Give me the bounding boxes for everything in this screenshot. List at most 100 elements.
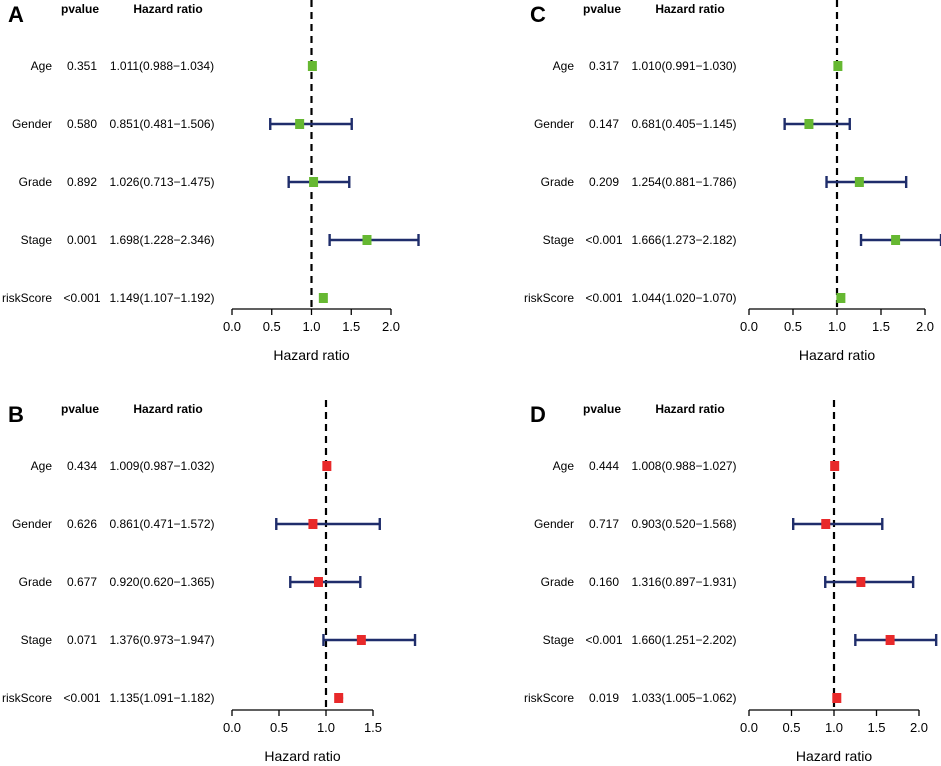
x-axis-title: Hazard ratio [273, 347, 349, 363]
x-tick-label: 1.5 [867, 720, 885, 735]
confidence-interval [859, 234, 941, 246]
row-hazard-ratio: 1.376(0.973−1.947) [109, 633, 214, 647]
row-pvalue: 0.351 [67, 59, 97, 73]
hazard-ratio-marker [885, 635, 895, 645]
hazard-ratio-marker [313, 577, 323, 587]
row-pvalue: <0.001 [585, 233, 622, 247]
x-tick-label: 1.5 [872, 319, 890, 334]
confidence-interval [783, 118, 851, 130]
row-pvalue: 0.717 [589, 517, 619, 531]
row-pvalue: 0.160 [589, 575, 619, 589]
row-label: Grade [541, 175, 575, 189]
pvalue-header: pvalue [61, 402, 99, 416]
confidence-interval [322, 634, 417, 646]
x-tick-label: 2.0 [382, 319, 400, 334]
row-pvalue: 0.444 [589, 459, 619, 473]
row-label: Stage [21, 233, 53, 247]
row-hazard-ratio: 1.010(0.991−1.030) [631, 59, 736, 73]
row-hazard-ratio: 1.044(1.020−1.070) [631, 291, 736, 305]
row-label: Stage [21, 633, 53, 647]
row-pvalue: <0.001 [63, 691, 100, 705]
row-hazard-ratio: 1.254(0.881−1.786) [631, 175, 736, 189]
row-pvalue: 0.147 [589, 117, 619, 131]
x-axis-title: Hazard ratio [264, 748, 340, 764]
x-axis-title: Hazard ratio [796, 748, 872, 764]
confidence-interval [287, 176, 351, 188]
row-label: riskScore [2, 691, 52, 705]
hazard-ratio-marker [821, 519, 831, 529]
hazard-ratio-header: Hazard ratio [133, 2, 202, 16]
hazard-ratio-marker [334, 693, 344, 703]
row-label: Age [31, 459, 53, 473]
panel-letter: C [530, 2, 546, 27]
hazard-ratio-marker [836, 293, 846, 303]
row-label: Age [553, 459, 575, 473]
row-label: riskScore [524, 691, 574, 705]
row-label: Grade [19, 175, 53, 189]
hazard-ratio-marker [833, 61, 843, 71]
confidence-interval [289, 576, 362, 588]
x-tick-label: 1.0 [317, 720, 335, 735]
x-tick-label: 2.0 [910, 720, 928, 735]
row-label: Grade [541, 575, 575, 589]
row-hazard-ratio: 1.666(1.273−2.182) [631, 233, 736, 247]
row-hazard-ratio: 0.861(0.471−1.572) [109, 517, 214, 531]
hazard-ratio-marker [804, 119, 814, 129]
panel-letter: A [8, 2, 24, 27]
row-hazard-ratio: 1.026(0.713−1.475) [109, 175, 214, 189]
row-pvalue: 0.892 [67, 175, 97, 189]
x-tick-label: 1.0 [302, 319, 320, 334]
confidence-interval [275, 518, 381, 530]
x-tick-label: 0.5 [263, 319, 281, 334]
row-label: Gender [534, 517, 574, 531]
confidence-interval [824, 576, 915, 588]
panel-letter: D [530, 402, 546, 427]
row-hazard-ratio: 0.920(0.620−1.365) [109, 575, 214, 589]
hazard-ratio-marker [308, 519, 318, 529]
row-pvalue: 0.626 [67, 517, 97, 531]
row-label: Age [553, 59, 575, 73]
confidence-interval [792, 518, 884, 530]
row-pvalue: <0.001 [585, 291, 622, 305]
row-pvalue: 0.071 [67, 633, 97, 647]
row-hazard-ratio: 0.681(0.405−1.145) [631, 117, 736, 131]
row-label: Grade [19, 575, 53, 589]
row-hazard-ratio: 1.149(1.107−1.192) [109, 291, 214, 305]
row-pvalue: 0.434 [67, 459, 97, 473]
x-tick-label: 0.5 [270, 720, 288, 735]
row-hazard-ratio: 0.903(0.520−1.568) [631, 517, 736, 531]
x-axis-title: Hazard ratio [799, 347, 875, 363]
row-pvalue: 0.677 [67, 575, 97, 589]
row-label: Stage [543, 233, 575, 247]
row-label: Gender [12, 517, 52, 531]
x-tick-label: 2.0 [916, 319, 934, 334]
x-tick-label: 0.0 [740, 720, 758, 735]
row-pvalue: 0.209 [589, 175, 619, 189]
row-pvalue: 0.317 [589, 59, 619, 73]
hazard-ratio-marker [362, 235, 372, 245]
hazard-ratio-marker [832, 693, 842, 703]
row-hazard-ratio: 1.008(0.988−1.027) [631, 459, 736, 473]
hazard-ratio-marker [854, 177, 864, 187]
hazard-ratio-header: Hazard ratio [655, 2, 724, 16]
hazard-ratio-marker [309, 177, 319, 187]
confidence-interval [269, 118, 353, 130]
pvalue-header: pvalue [583, 402, 621, 416]
hazard-ratio-marker [307, 61, 317, 71]
hazard-ratio-marker [318, 293, 328, 303]
hazard-ratio-header: Hazard ratio [133, 402, 202, 416]
row-hazard-ratio: 1.011(0.988−1.034) [110, 59, 214, 73]
row-hazard-ratio: 1.009(0.987−1.032) [109, 459, 214, 473]
row-label: riskScore [2, 291, 52, 305]
hazard-ratio-marker [891, 235, 901, 245]
row-hazard-ratio: 1.135(1.091−1.182) [109, 691, 214, 705]
row-label: riskScore [524, 291, 574, 305]
panel-letter: B [8, 402, 24, 427]
x-tick-label: 0.0 [223, 720, 241, 735]
hazard-ratio-marker [830, 461, 840, 471]
hazard-ratio-marker [856, 577, 866, 587]
row-hazard-ratio: 1.698(1.228−2.346) [109, 233, 214, 247]
x-tick-label: 1.0 [825, 720, 843, 735]
